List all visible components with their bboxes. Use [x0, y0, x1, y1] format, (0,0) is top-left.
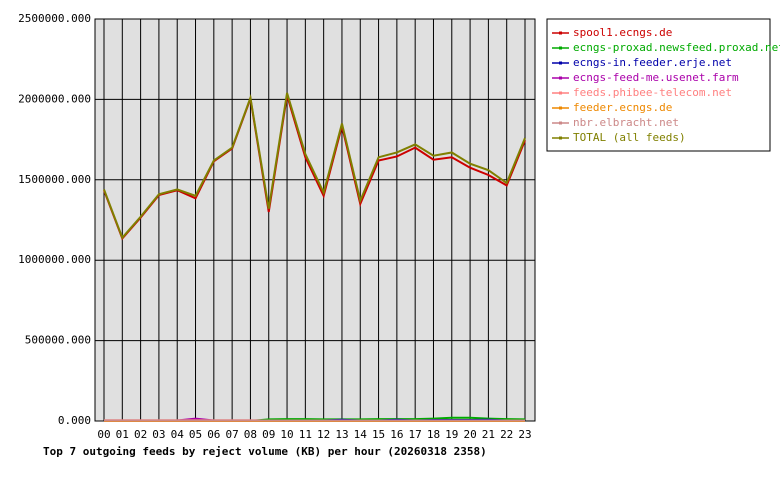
legend-label: TOTAL (all feeds) [573, 131, 686, 144]
chart-title: Top 7 outgoing feeds by reject volume (K… [43, 445, 487, 458]
legend-marker [559, 46, 562, 50]
legend-label: ecngs-in.feeder.erje.net [573, 56, 732, 69]
legend-box [546, 18, 771, 152]
legend-marker [559, 121, 562, 125]
x-tick-label: 02 [134, 428, 147, 441]
x-tick-label: 13 [335, 428, 348, 441]
x-tick-label: 15 [372, 428, 385, 441]
legend-marker [559, 136, 562, 140]
x-tick-label: 18 [427, 428, 440, 441]
y-tick-label: 2500000.000 [18, 12, 91, 25]
x-tick-label: 06 [207, 428, 220, 441]
x-tick-label: 00 [97, 428, 110, 441]
legend-label: nbr.elbracht.net [573, 116, 679, 129]
plot-area [94, 18, 536, 422]
legend-label: ecngs-feed-me.usenet.farm [573, 71, 739, 84]
x-tick-label: 19 [445, 428, 458, 441]
x-tick-label: 20 [463, 428, 476, 441]
x-tick-label: 04 [171, 428, 185, 441]
y-tick-label: 1000000.000 [18, 253, 91, 266]
x-tick-label: 22 [500, 428, 513, 441]
legend-marker [559, 31, 562, 35]
x-tick-label: 17 [409, 428, 422, 441]
x-tick-label: 10 [280, 428, 293, 441]
y-tick-label: 0.000 [58, 414, 91, 427]
x-tick-label: 23 [518, 428, 531, 441]
x-tick-label: 07 [226, 428, 239, 441]
x-tick-label: 12 [317, 428, 330, 441]
x-tick-label: 01 [116, 428, 129, 441]
x-tick-label: 03 [152, 428, 165, 441]
y-tick-label: 500000.000 [25, 334, 91, 347]
y-tick-label: 1500000.000 [18, 173, 91, 186]
legend-marker [559, 61, 562, 65]
legend-label: spool1.ecngs.de [573, 26, 672, 39]
x-tick-label: 14 [354, 428, 368, 441]
series-line [103, 92, 526, 240]
x-tick-label: 21 [482, 428, 495, 441]
y-tick-label: 2000000.000 [18, 92, 91, 105]
legend-label: feeds.phibee-telecom.net [573, 86, 732, 99]
x-tick-label: 08 [244, 428, 257, 441]
x-tick-label: 11 [299, 428, 312, 441]
legend-marker [559, 76, 562, 80]
x-tick-label: 05 [189, 428, 202, 441]
legend-marker [559, 91, 562, 95]
x-tick-label: 09 [262, 428, 275, 441]
legend-marker [559, 106, 562, 110]
legend-label: feeder.ecngs.de [573, 101, 672, 114]
x-tick-label: 16 [390, 428, 403, 441]
legend-label: ecngs-proxad.newsfeed.proxad.net [573, 41, 780, 54]
